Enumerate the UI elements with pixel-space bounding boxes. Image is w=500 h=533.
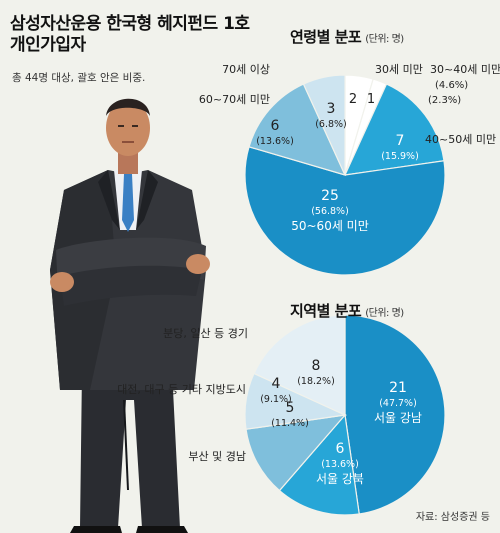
- pie1-label-4: 분당, 일산 등 경기: [163, 326, 248, 340]
- region-chart-title-text: 지역별 분포: [290, 302, 362, 320]
- pie1-slice-4: [253, 314, 346, 416]
- pie0-label-4: 30~40세 미만: [430, 63, 500, 76]
- pie1-percent-2: (11.4%): [271, 418, 309, 429]
- pie1-percent-0: (47.7%): [379, 398, 417, 409]
- pie0-label-2: 70세 이상: [222, 63, 270, 76]
- pie0-value-4: 1: [367, 92, 375, 107]
- pie1-value-2: 5: [286, 400, 295, 416]
- pie0-value-1: 6: [271, 118, 280, 134]
- pie1-percent-3: (9.1%): [260, 394, 292, 405]
- pie0-percent-3: (4.6%): [435, 80, 468, 91]
- pie0-value-0: 25: [321, 188, 339, 204]
- pie1-slice-0: [344, 314, 446, 515]
- pie1-label-1: 서울 강북: [316, 472, 364, 486]
- title-line-2: 개인가입자: [10, 35, 86, 55]
- pie1-value-1: 6: [336, 441, 345, 457]
- pie0-slice-5: [343, 83, 445, 176]
- age-chart-unit: (단위: 명): [365, 34, 404, 45]
- pie0-slice-2: [302, 74, 346, 176]
- chart-note: 총 44명 대상, 괄호 안은 비중.: [12, 72, 146, 84]
- pie0-value-3: 2: [349, 92, 357, 107]
- pie1-slice-1: [278, 413, 360, 516]
- pie1-slice-2: [245, 414, 347, 492]
- pie0-label-3: 30세 미만: [375, 63, 423, 76]
- pie1-value-4: 8: [312, 358, 321, 374]
- page-title: 삼성자산운용 한국형 헤지펀드 1호 개인가입자: [10, 14, 250, 56]
- region-chart-unit: (단위: 명): [365, 308, 404, 319]
- pie0-label-5: 40~50세 미만: [425, 133, 496, 146]
- pie1-label-0: 서울 강남: [374, 411, 422, 425]
- pie1-percent-4: (18.2%): [297, 376, 335, 387]
- pie1-label-3: 대전, 대구 등 기타 지방도시: [117, 383, 246, 396]
- businessman-illustration: [50, 98, 210, 533]
- region-chart-title: 지역별 분포 (단위: 명): [290, 300, 404, 321]
- pie0-value-5: 7: [396, 133, 405, 149]
- pie0-percent-0: (56.8%): [311, 206, 349, 217]
- pie1-label-2: 부산 및 경남: [188, 450, 246, 463]
- pie0-percent-1: (13.6%): [256, 136, 294, 147]
- pie0-slice-0: [244, 146, 446, 276]
- pie0-label-0: 50~60세 미만: [291, 219, 369, 233]
- pie0-percent-2: (6.8%): [315, 119, 347, 130]
- pie1-percent-1: (13.6%): [321, 459, 359, 470]
- pie0-slice-1: [248, 83, 347, 176]
- age-chart-title-text: 연령별 분포: [290, 28, 362, 46]
- pie0-percent-5: (15.9%): [381, 151, 419, 162]
- pie0-percent-4: (2.3%): [428, 95, 461, 106]
- source-note: 자료: 삼성증권 등: [415, 512, 490, 523]
- pie1-value-0: 21: [389, 380, 407, 396]
- age-chart-title: 연령별 분포 (단위: 명): [290, 26, 404, 47]
- pie1-value-3: 4: [272, 376, 281, 392]
- title-line-1: 삼성자산운용 한국형 헤지펀드 1호: [10, 14, 250, 34]
- pie0-value-2: 3: [327, 101, 336, 117]
- pie0-label-1: 60~70세 미만: [199, 93, 270, 106]
